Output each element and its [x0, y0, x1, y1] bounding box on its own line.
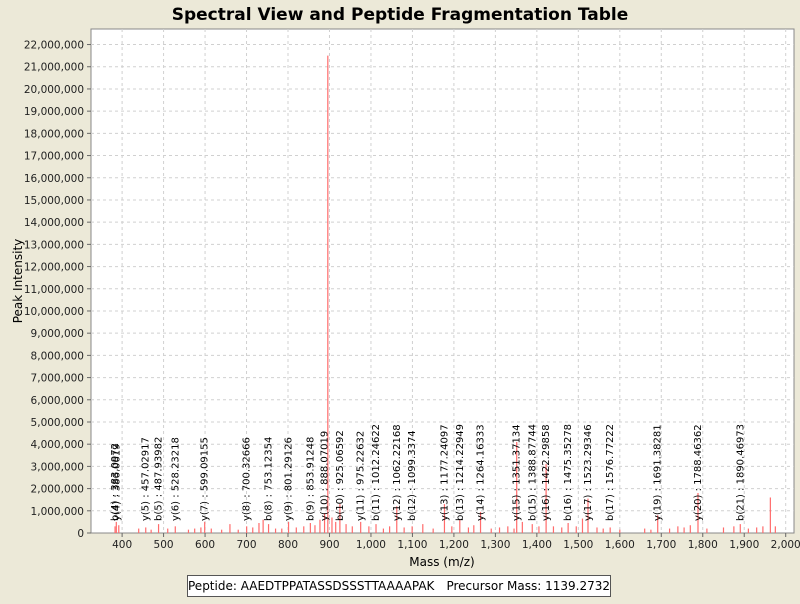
- y-tick-label: 6,000,000: [31, 395, 84, 407]
- y-tick-label: 12,000,000: [24, 262, 84, 274]
- fragment-label: b(8) : 753.12354: [264, 437, 275, 521]
- fragment-label: b(15) : 1388.87744: [527, 424, 538, 521]
- fragment-label: b(11) : 1012.24622: [371, 424, 382, 521]
- chart-title: Spectral View and Peptide Fragmentation …: [172, 5, 629, 25]
- y-tick-label: 0: [77, 528, 84, 540]
- fragment-label: b(9) : 853.91248: [305, 437, 316, 521]
- x-tick-label: 1,500: [563, 539, 593, 551]
- x-tick-label: 1,700: [646, 539, 676, 551]
- y-tick-label: 10,000,000: [24, 306, 84, 318]
- fragment-label: y(12) : 1062.22168: [392, 424, 403, 521]
- fragment-label: y(15) : 1351.37134: [512, 424, 523, 521]
- x-tick-label: 700: [237, 539, 257, 551]
- fragment-label: b(17) : 1576.77222: [605, 424, 616, 521]
- grid-layer: [91, 29, 794, 533]
- y-tick-label: 14,000,000: [24, 217, 84, 229]
- fragment-label: y(7) : 599.09155: [200, 437, 211, 521]
- y-tick-label: 18,000,000: [24, 128, 84, 140]
- y-tick-label: 13,000,000: [24, 239, 84, 251]
- y-tick-label: 3,000,000: [31, 461, 84, 473]
- fragment-label: y(11) : 975.22632: [356, 431, 367, 521]
- y-tick-label: 19,000,000: [24, 106, 84, 118]
- fragment-label: y(6) : 528.23218: [170, 437, 181, 521]
- fragment-label: b(21) : 1890.46973: [735, 424, 746, 521]
- x-tick-label: 1,400: [522, 539, 552, 551]
- x-tick-label: 600: [195, 539, 215, 551]
- fragment-label: y(16) : 1422.29858: [541, 424, 552, 521]
- fragment-label: y(10) : 888.07019: [320, 431, 331, 521]
- y-tick-label: 15,000,000: [24, 195, 84, 207]
- x-tick-label: 1,900: [729, 539, 759, 551]
- x-tick-label: 1,100: [397, 539, 427, 551]
- x-tick-label: 400: [112, 539, 132, 551]
- x-tick-label: 1,800: [688, 539, 718, 551]
- y-tick-label: 1,000,000: [31, 506, 84, 518]
- y-tick-label: 22,000,000: [24, 40, 84, 52]
- fragment-label: y(8) : 700.32666: [242, 437, 253, 521]
- x-tick-label: 900: [319, 539, 339, 551]
- y-tick-label: 21,000,000: [24, 62, 84, 74]
- plot-area: [90, 28, 795, 534]
- fragment-label: b(16) : 1475.35278: [563, 424, 574, 521]
- fragment-label: b(10) : 925.06592: [335, 430, 346, 521]
- peak-layer: [114, 55, 776, 533]
- fragment-label: y(20) : 1788.46362: [693, 424, 704, 521]
- legend-precursor: Precursor Mass: 1139.2732: [446, 579, 610, 593]
- fragment-label: y(17) : 1523.29346: [583, 424, 594, 521]
- x-tick-label: 1,300: [480, 539, 510, 551]
- y-tick-label: 16,000,000: [24, 173, 84, 185]
- fragment-label: b(12) : 1099.3374: [407, 430, 418, 521]
- fragment-label: y(4) : 386.0619: [111, 443, 122, 521]
- x-tick-label: 1,000: [356, 539, 386, 551]
- fragment-label: b(13) : 1214.22949: [455, 424, 466, 521]
- axis-layer: 0 1,000,000 2,000,000 3,000,000 4,000,000 5,0…: [24, 40, 800, 551]
- x-tick-label: 2,000: [771, 539, 800, 551]
- fragment-label: y(19) : 1691.38281: [653, 424, 664, 521]
- fragment-label: b(4) : 383.0972: [110, 443, 121, 521]
- y-axis-label: Peak Intensity: [11, 239, 25, 324]
- y-tick-label: 11,000,000: [24, 284, 84, 296]
- y-tick-label: 4,000,000: [31, 439, 84, 451]
- y-tick-label: 2,000,000: [31, 484, 84, 496]
- legend-box: Peptide: AAEDTPPATASSDSSSTTAAAAPAK Precu…: [187, 575, 611, 597]
- y-tick-label: 8,000,000: [31, 350, 84, 362]
- fragment-label: b(5) : 487.93982: [154, 437, 165, 521]
- fragment-label: y(5) : 457.02917: [141, 437, 152, 521]
- y-tick-label: 20,000,000: [24, 84, 84, 96]
- x-tick-label: 1,600: [605, 539, 635, 551]
- x-tick-label: 500: [154, 539, 174, 551]
- x-axis-label: Mass (m/z): [409, 555, 474, 569]
- fragment-label: y(13) : 1177.24097: [439, 424, 450, 521]
- fragment-label: y(9) : 801.29126: [284, 437, 295, 521]
- legend-peptide: Peptide: AAEDTPPATASSDSSSTTAAAAPAK: [188, 579, 435, 593]
- y-tick-label: 7,000,000: [31, 373, 84, 385]
- y-tick-label: 9,000,000: [31, 328, 84, 340]
- x-tick-label: 1,200: [439, 539, 469, 551]
- x-tick-label: 800: [278, 539, 298, 551]
- y-tick-label: 5,000,000: [31, 417, 84, 429]
- fragment-label: y(14) : 1264.16333: [476, 424, 487, 521]
- y-tick-label: 17,000,000: [24, 151, 84, 163]
